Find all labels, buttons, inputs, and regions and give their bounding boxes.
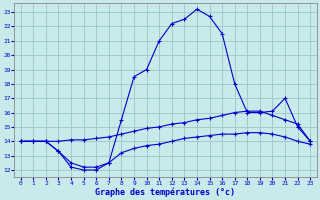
X-axis label: Graphe des températures (°c): Graphe des températures (°c) [95,187,236,197]
